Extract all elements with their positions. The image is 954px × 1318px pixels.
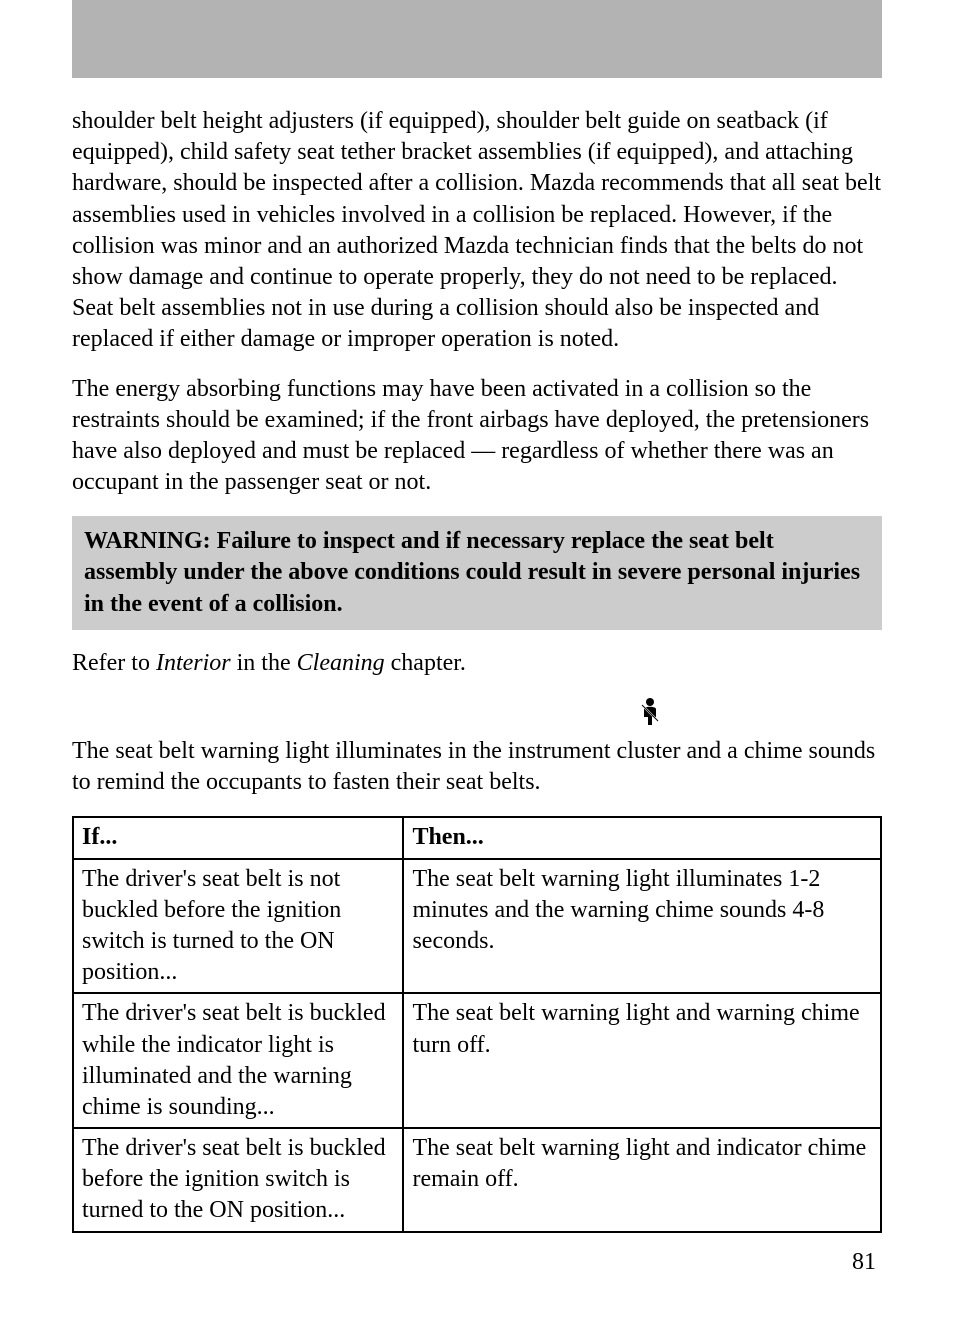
table-cell-then: The seat belt warning light illuminates … (404, 860, 880, 993)
table-header-row: If... Then... (74, 818, 880, 857)
table-row: The driver's seat belt is buckled while … (74, 992, 880, 1127)
refer-line: Refer to Interior in the Cleaning chapte… (72, 648, 882, 679)
table-header-if: If... (74, 818, 404, 857)
table-header-then: Then... (404, 818, 880, 857)
table-row: The driver's seat belt is buckled before… (74, 1127, 880, 1231)
refer-italic-2: Cleaning (297, 650, 385, 676)
page-number: 81 (852, 1249, 876, 1276)
table-row: The driver's seat belt is not buckled be… (74, 858, 880, 993)
table-cell-if: The driver's seat belt is not buckled be… (74, 860, 404, 993)
warning-box: WARNING: Failure to inspect and if neces… (72, 516, 882, 630)
refer-italic-1: Interior (156, 650, 231, 676)
table-cell-then: The seat belt warning light and indicato… (404, 1129, 880, 1231)
seatbelt-icon (638, 697, 662, 730)
body-text-block: shoulder belt height adjusters (if equip… (72, 106, 882, 498)
refer-suffix: chapter. (385, 650, 466, 676)
paragraph-2: The energy absorbing functions may have … (72, 374, 882, 499)
conditions-table: If... Then... The driver's seat belt is … (72, 816, 882, 1232)
page: shoulder belt height adjusters (if equip… (0, 0, 954, 1318)
paragraph-3: The seat belt warning light illuminates … (72, 736, 882, 798)
paragraph-3-block: The seat belt warning light illuminates … (72, 736, 882, 798)
icon-row (72, 697, 882, 730)
refer-mid: in the (231, 650, 297, 676)
header-band (72, 0, 882, 78)
warning-label: WARNING: (84, 528, 211, 554)
table-cell-if: The driver's seat belt is buckled while … (74, 994, 404, 1127)
refer-prefix: Refer to (72, 650, 156, 676)
table-cell-if: The driver's seat belt is buckled before… (74, 1129, 404, 1231)
paragraph-1: shoulder belt height adjusters (if equip… (72, 106, 882, 356)
table-cell-then: The seat belt warning light and warning … (404, 994, 880, 1127)
